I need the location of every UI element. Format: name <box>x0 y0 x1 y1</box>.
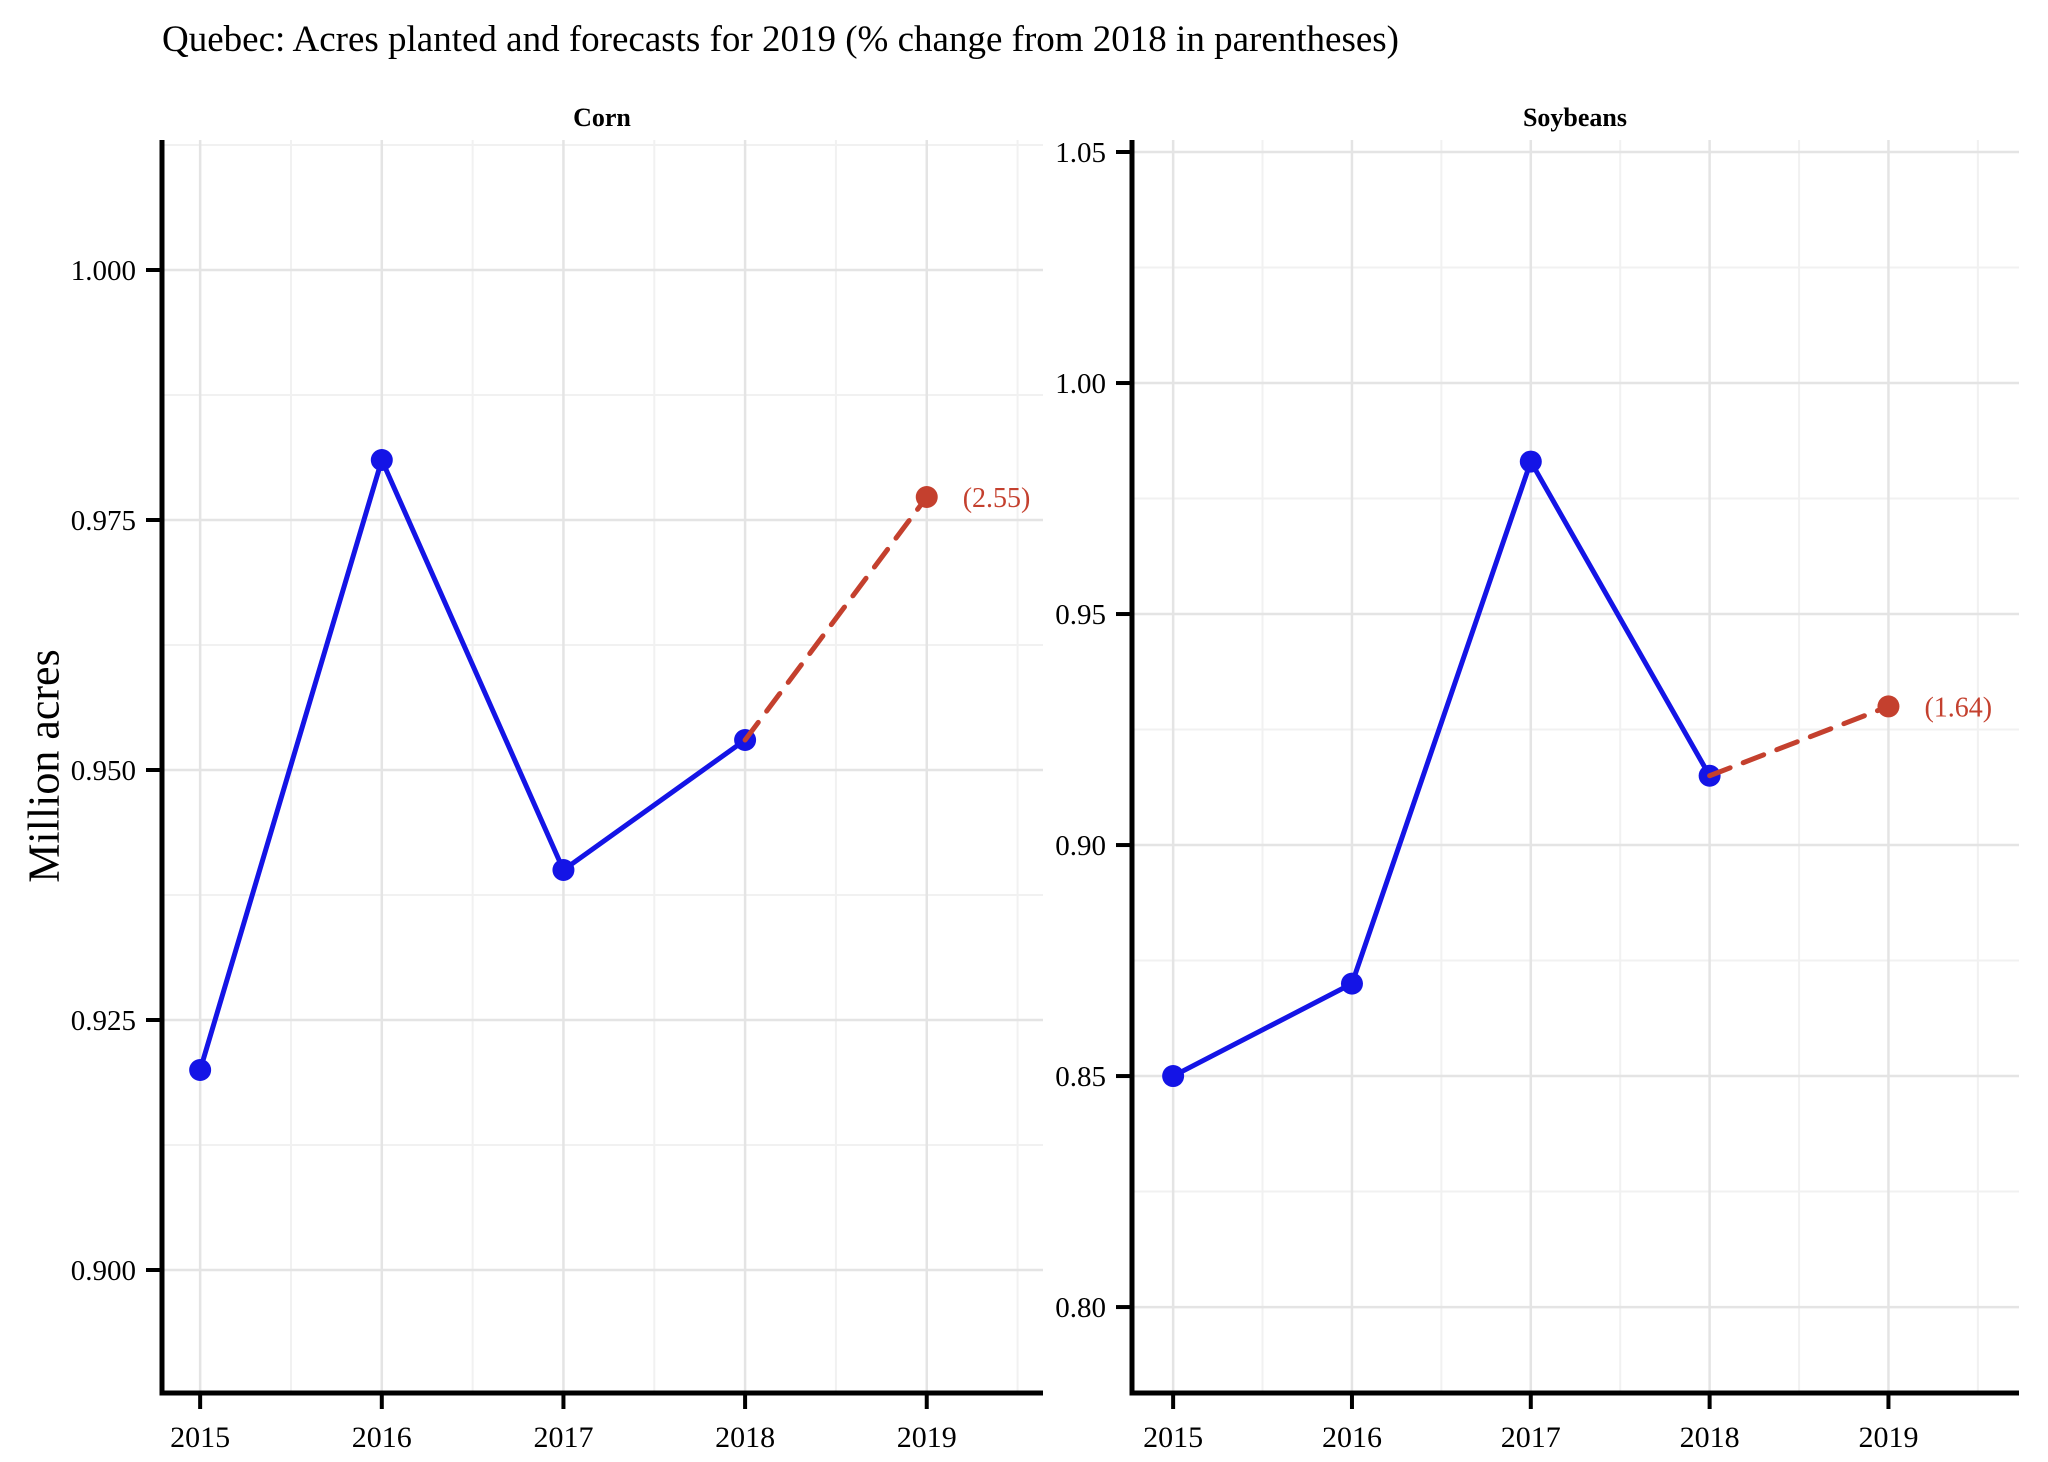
soybeans-y-tick-label: 1.00 <box>1055 368 1106 400</box>
corn-actual-point-2017 <box>552 859 575 881</box>
panel-title-corn: Corn <box>573 103 631 132</box>
soybeans-y-tick-label: 0.85 <box>1055 1061 1106 1093</box>
soybeans-actual-line <box>1170 459 1713 1079</box>
soybeans-minor-gridlines <box>1132 140 2019 1393</box>
corn-y-tick-label: 0.925 <box>71 1005 136 1037</box>
corn-x-tick-label: 2019 <box>897 1421 957 1454</box>
corn-axes <box>159 140 1043 1396</box>
soybeans-major-gridlines <box>1132 140 2019 1393</box>
corn-forecast-point-2019 <box>915 486 938 508</box>
corn-y-tick-label: 0.900 <box>71 1255 136 1287</box>
soybeans-y-tick-label: 0.95 <box>1055 599 1106 631</box>
corn-tick-marks <box>146 268 929 1409</box>
soybeans-y-tick-label: 0.80 <box>1055 1292 1106 1324</box>
corn-y-tick-label: 0.975 <box>71 505 136 537</box>
soybeans-forecast-point-2019 <box>1877 695 1900 718</box>
soybeans-tick-marks <box>1116 150 1891 1409</box>
corn-x-tick-label: 2016 <box>352 1421 412 1454</box>
corn-y-tick-label: 1.000 <box>71 255 136 287</box>
soybeans-y-tick-labels: 0.80 0.85 0.90 0.95 1.00 1.05 <box>1055 137 1106 1324</box>
corn-actual-point-2015 <box>189 1059 212 1081</box>
corn-forecast-annotation: (2.55) <box>963 483 1031 514</box>
soybeans-actual-point-2016 <box>1340 972 1363 995</box>
soybeans-forecast-line <box>1707 703 1891 779</box>
soybeans-x-tick-label: 2017 <box>1501 1421 1561 1454</box>
corn-minor-gridlines <box>162 140 1043 1393</box>
figure-title: Quebec: Acres planted and forecasts for … <box>162 19 1399 60</box>
corn-actual-line <box>197 457 748 1073</box>
soybeans-y-tick-label: 0.90 <box>1055 830 1106 862</box>
soybeans-x-tick-label: 2015 <box>1143 1421 1203 1454</box>
soybeans-y-tick-label: 1.05 <box>1055 137 1106 169</box>
soybeans-x-tick-labels: 2015 2016 2017 2018 2019 <box>1143 1421 1918 1454</box>
soybeans-x-tick-label: 2019 <box>1858 1421 1918 1454</box>
corn-x-tick-label: 2015 <box>170 1421 230 1454</box>
soybeans-forecast-annotation: (1.64) <box>1924 692 1992 723</box>
corn-x-tick-label: 2018 <box>715 1421 775 1454</box>
corn-y-tick-labels: 0.900 0.925 0.950 0.975 1.000 <box>71 255 136 1287</box>
corn-x-tick-labels: 2015 2016 2017 2018 2019 <box>170 1421 957 1454</box>
soybeans-actual-point-2015 <box>1162 1065 1185 1088</box>
soybeans-axes <box>1129 140 2019 1396</box>
corn-major-gridlines <box>162 140 1043 1393</box>
soybeans-x-tick-label: 2018 <box>1680 1421 1740 1454</box>
corn-y-tick-label: 0.950 <box>71 755 136 787</box>
panel-title-soybeans: Soybeans <box>1522 103 1628 132</box>
soybeans-actual-point-2017 <box>1519 450 1542 473</box>
corn-forecast-line <box>742 494 930 743</box>
corn-x-tick-label: 2017 <box>533 1421 593 1454</box>
soybeans-x-tick-label: 2016 <box>1322 1421 1382 1454</box>
soybeans-panel: 0.80 0.85 0.90 0.95 1.00 1.05 2015 2016 2017 2018… <box>1055 137 2019 1454</box>
corn-actual-point-2016 <box>370 449 393 471</box>
